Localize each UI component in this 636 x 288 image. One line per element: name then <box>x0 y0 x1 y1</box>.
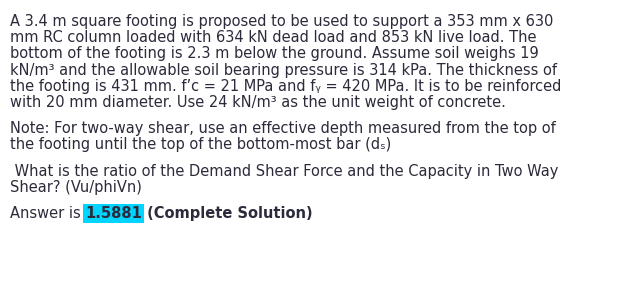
Text: A 3.4 m square footing is proposed to be used to support a 353 mm x 630: A 3.4 m square footing is proposed to be… <box>10 14 553 29</box>
Text: 1.5881: 1.5881 <box>85 206 142 221</box>
Text: the footing is 431 mm. f’ᴄ = 21 MPa and fᵧ = 420 MPa. It is to be reinforced: the footing is 431 mm. f’ᴄ = 21 MPa and … <box>10 79 562 94</box>
Text: mm RC column loaded with 634 kN dead load and 853 kN live load. The: mm RC column loaded with 634 kN dead loa… <box>10 30 537 45</box>
Text: Shear? (Vu/phiVn): Shear? (Vu/phiVn) <box>10 180 142 195</box>
Text: kN/m³ and the allowable soil bearing pressure is 314 kPa. The thickness of: kN/m³ and the allowable soil bearing pre… <box>10 62 557 77</box>
Text: the footing until the top of the bottom-most bar (dₛ): the footing until the top of the bottom-… <box>10 137 391 152</box>
Text: (Complete Solution): (Complete Solution) <box>142 206 313 221</box>
Text: Answer is: Answer is <box>10 206 85 221</box>
Text: What is the ratio of the Demand Shear Force and the Capacity in Two Way: What is the ratio of the Demand Shear Fo… <box>10 164 558 179</box>
Text: with 20 mm diameter. Use 24 kN/m³ as the unit weight of concrete.: with 20 mm diameter. Use 24 kN/m³ as the… <box>10 95 506 110</box>
Text: Note: For two-way shear, use an effective depth measured from the top of: Note: For two-way shear, use an effectiv… <box>10 121 556 136</box>
Text: bottom of the footing is 2.3 m below the ground. Assume soil weighs 19: bottom of the footing is 2.3 m below the… <box>10 46 539 61</box>
